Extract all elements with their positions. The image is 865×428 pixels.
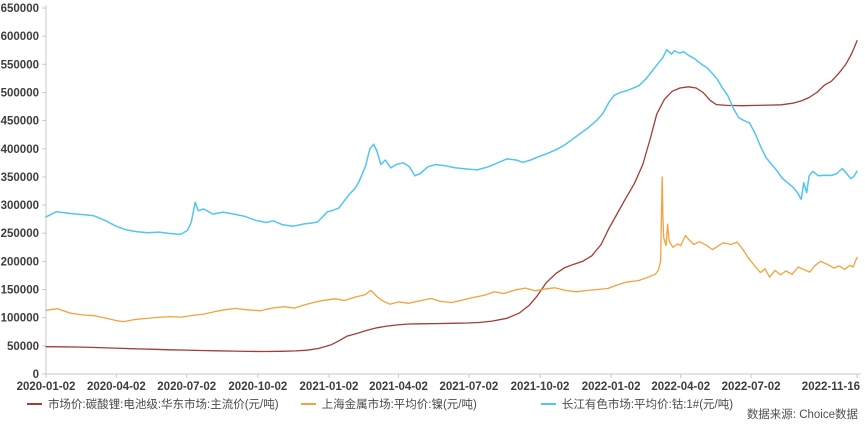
data-source-note: 数据来源: Choice数据	[747, 406, 858, 422]
x-axis-tick-label: 2020-04-02	[87, 381, 146, 392]
legend-dash-icon-nickel	[300, 403, 316, 405]
y-axis-tick-label: 50000	[7, 341, 39, 353]
x-axis-tick-label: 2022-04-02	[651, 381, 710, 392]
x-axis-tick-label: 2020-01-02	[17, 381, 76, 392]
legend-label-lithium-carbonate: 市场价:碳酸锂:电池级:华东市场:主流价(元/吨)	[47, 399, 279, 411]
y-axis-tick-label: 100000	[1, 313, 39, 325]
y-axis-tick-label: 550000	[1, 59, 39, 71]
x-axis-tick-label: 2021-07-02	[439, 381, 498, 392]
y-axis-tick-label: 600000	[1, 31, 39, 43]
x-axis-tick-label: 2021-01-02	[300, 381, 359, 392]
x-axis-tick-label: 2020-10-02	[228, 381, 287, 392]
legend-label-nickel: 上海金属市场:平均价:镍(元/吨)	[321, 399, 477, 411]
legend-item-nickel[interactable]: 上海金属市场:平均价:镍(元/吨)	[300, 396, 477, 412]
legend-label-cobalt: 长江有色市场:平均价:钴:1#(元/吨)	[561, 399, 734, 411]
y-axis-tick-label: 300000	[1, 200, 39, 212]
y-axis-tick-label: 650000	[1, 3, 39, 15]
x-axis-tick-label: 2022-07-02	[722, 381, 781, 392]
x-axis-tick-label: 2021-10-02	[511, 381, 570, 392]
y-axis-tick-label: 500000	[1, 87, 39, 99]
data-source-text: 数据来源: Choice数据	[746, 409, 858, 421]
legend-item-lithium-carbonate[interactable]: 市场价:碳酸锂:电池级:华东市场:主流价(元/吨)	[26, 396, 279, 412]
legend-dash-icon-lithium-carbonate	[26, 403, 42, 405]
price-chart: 0 50000 100000 150000 200000 250000 300000 3500…	[1, 3, 861, 393]
x-axis-tick-label: 2021-04-02	[369, 381, 428, 392]
legend-item-cobalt[interactable]: 长江有色市场:平均价:钴:1#(元/吨)	[540, 396, 734, 412]
x-axis-tick-label: 2020-07-02	[157, 381, 216, 392]
x-axis-tick-label: 2022-11-16	[802, 381, 860, 392]
series-line-nickel	[45, 176, 858, 323]
series-line-lithium-carbonate	[45, 40, 858, 353]
y-axis-tick-label: 350000	[1, 172, 39, 184]
y-axis-tick-label: 0	[33, 369, 39, 381]
chart-legend: 市场价:碳酸锂:电池级:华东市场:主流价(元/吨) 上海金属市场:平均价:镍(元/…	[0, 396, 760, 412]
series-line-cobalt	[45, 48, 858, 236]
legend-dash-icon-cobalt	[540, 403, 556, 405]
y-axis-tick-label: 400000	[1, 144, 39, 156]
y-axis-tick-label: 200000	[1, 256, 39, 268]
y-axis-tick-label: 250000	[1, 228, 39, 240]
y-axis-tick-label: 150000	[1, 285, 39, 297]
y-axis-tick-label: 450000	[1, 116, 39, 128]
chart-canvas: 0 50000 100000 150000 200000 250000 300000 3500…	[1, 3, 861, 393]
x-axis-tick-label: 2022-01-02	[582, 381, 641, 392]
